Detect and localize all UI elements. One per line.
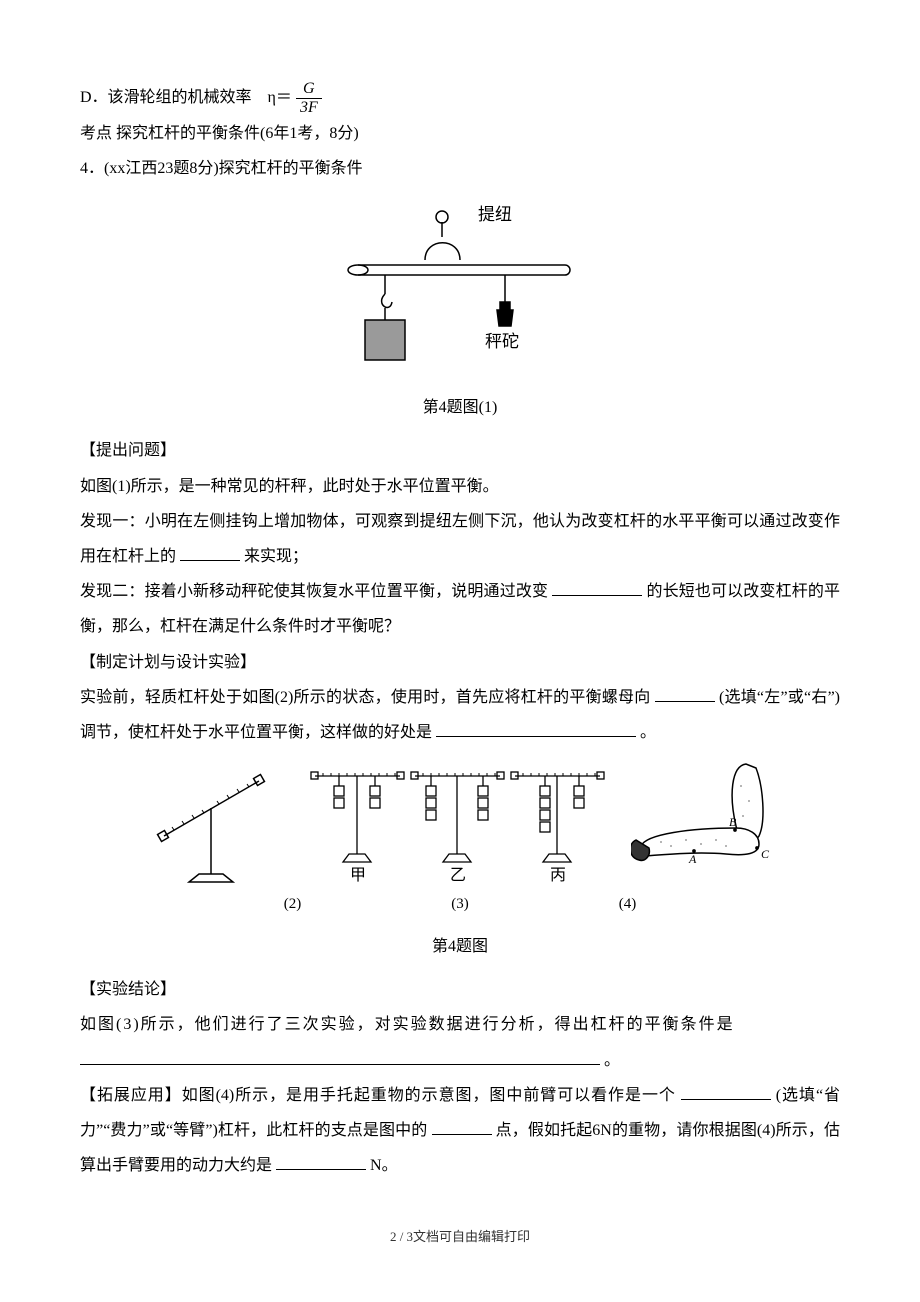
figure-row-caption: 第4题图 [80, 929, 840, 964]
figure-1-container: 提纽 秤砣 [80, 192, 840, 382]
blank-7[interactable] [432, 1119, 492, 1135]
sub-label-3: (3) [451, 888, 469, 921]
blank-1[interactable] [180, 545, 240, 561]
sub-label-4: (4) [619, 888, 637, 921]
section-jielun: 【实验结论】 [80, 972, 840, 1007]
kaodian-line: 考点 探究杠杆的平衡条件(6年1考，8分) [80, 116, 840, 151]
fig4-label-b: B [729, 815, 737, 829]
zhiding-line: 实验前，轻质杠杆处于如图(2)所示的状态，使用时，首先应将杠杆的平衡螺母向 (选… [80, 680, 840, 750]
zhiding-a: 实验前，轻质杠杆处于如图(2)所示的状态，使用时，首先应将杠杆的平衡螺母向 [80, 689, 650, 706]
tuozhan-d: N。 [370, 1157, 398, 1174]
figure-1-caption: 第4题图(1) [80, 390, 840, 425]
jielun-line-2: 。 [80, 1043, 840, 1078]
fraction-eta: G 3F [296, 81, 322, 116]
fig3-label-bing: 丙 [550, 867, 566, 884]
tuozhan-line: 【拓展应用】如图(4)所示，是用手托起重物的示意图，图中前臂可以看作是一个 (选… [80, 1078, 840, 1184]
jielun-b: 。 [604, 1052, 620, 1069]
blank-8[interactable] [276, 1154, 366, 1170]
faxian2-line: 发现二：接着小新移动秤砣使其恢复水平位置平衡，说明通过改变 的长短也可以改变杠杆… [80, 574, 840, 644]
faxian1-line: 发现一：小明在左侧挂钩上增加物体，可观察到提纽左侧下沉，他认为改变杠杆的水平平衡… [80, 504, 840, 574]
blank-5[interactable] [80, 1049, 600, 1065]
figure-sub-labels: (2) (3) (4) [80, 888, 840, 921]
blank-4[interactable] [436, 721, 636, 737]
fig1-label-tinu: 提纽 [478, 205, 512, 224]
tuozhan-a: 【拓展应用】如图(4)所示，是用手托起重物的示意图，图中前臂可以看作是一个 [80, 1087, 676, 1104]
faxian1-b: 来实现； [244, 548, 308, 565]
fraction-numerator: G [296, 81, 322, 99]
fig3-label-jia: 甲 [350, 867, 366, 884]
fig3-label-yi: 乙 [450, 867, 466, 884]
fig1-label-chengtuo: 秤砣 [485, 332, 519, 351]
fraction-denominator: 3F [296, 99, 322, 116]
fig4-label-c: C [761, 847, 770, 861]
jielun-line-1: 如图(3)所示，他们进行了三次实验，对实验数据进行分析，得出杠杆的平衡条件是 [80, 1007, 840, 1042]
section-zhiding: 【制定计划与设计实验】 [80, 645, 840, 680]
blank-3[interactable] [655, 686, 715, 702]
blank-6[interactable] [681, 1084, 771, 1100]
option-d-line: D．该滑轮组的机械效率 η＝ G 3F [80, 80, 840, 116]
section-tichu: 【提出问题】 [80, 433, 840, 468]
faxian2-a: 发现二：接着小新移动秤砣使其恢复水平位置平衡，说明通过改变 [80, 583, 548, 600]
figure-3-svg: 甲 乙 丙 [305, 756, 605, 886]
blank-2[interactable] [552, 580, 642, 596]
figure-2-svg [139, 756, 279, 886]
page-footer: 2 / 3文档可自由编辑打印 [80, 1223, 840, 1252]
figure-1-svg: 提纽 秤砣 [330, 192, 590, 382]
option-d-text: D．该滑轮组的机械效率 η＝ [80, 89, 292, 106]
figure-4-svg: B A C [631, 756, 781, 886]
tichu-p1: 如图(1)所示，是一种常见的杆秤，此时处于水平位置平衡。 [80, 469, 840, 504]
figure-row: 甲 乙 丙 B A C [80, 756, 840, 886]
sub-label-2: (2) [284, 888, 302, 921]
question-4-stem: 4．(xx江西23题8分)探究杠杆的平衡条件 [80, 151, 840, 186]
fig4-label-a: A [688, 852, 697, 866]
zhiding-c: 。 [640, 724, 656, 741]
